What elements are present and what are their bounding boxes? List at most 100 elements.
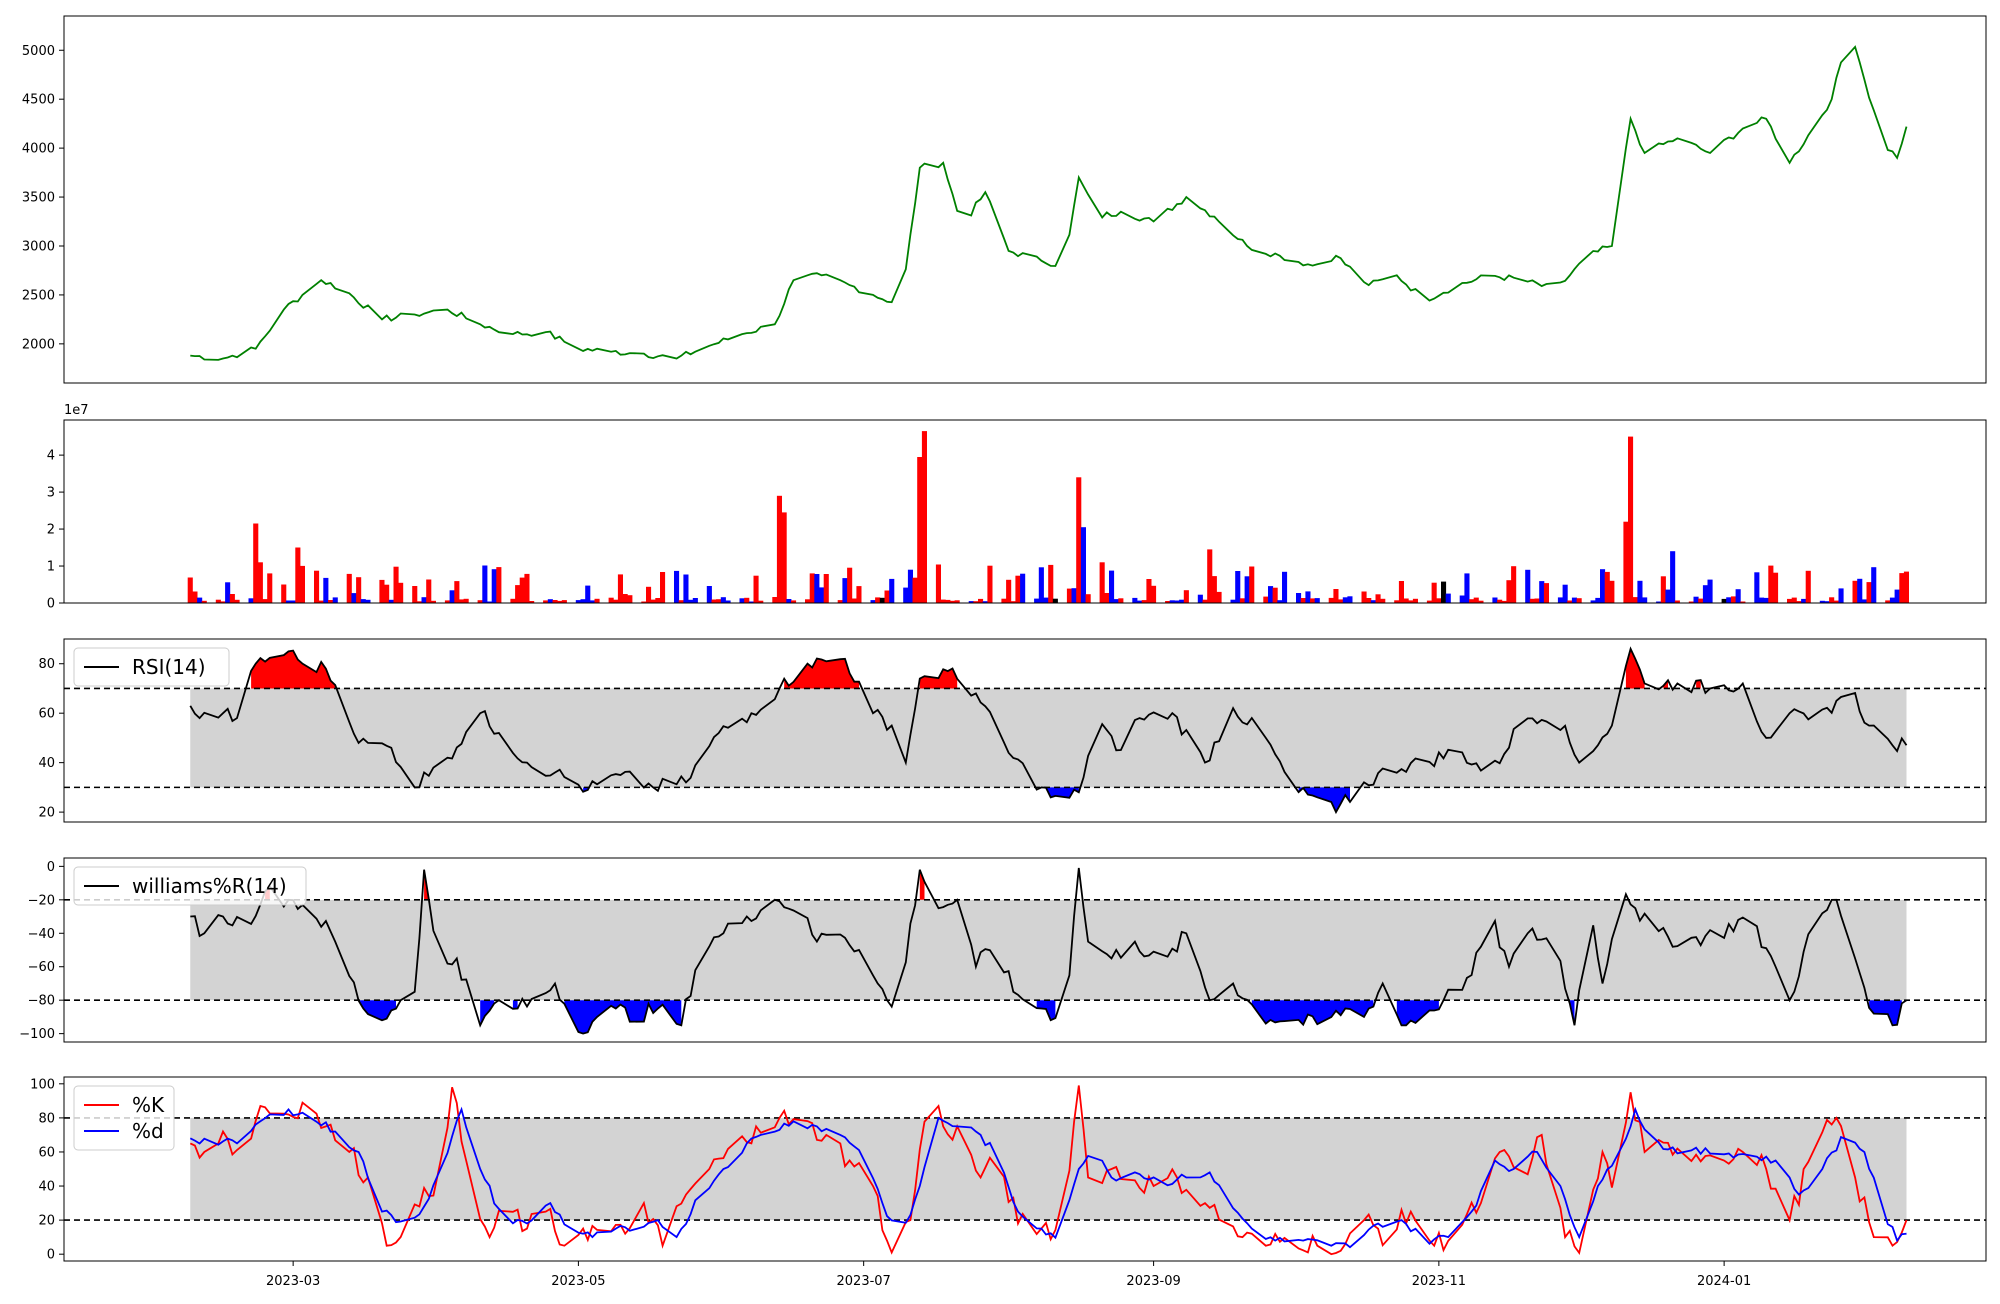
volume-bar — [487, 601, 493, 603]
volume-bar — [1272, 587, 1278, 603]
stochastic-ytick-label: 20 — [38, 1214, 55, 1229]
volume-bar — [1296, 593, 1302, 603]
volume-bar — [1801, 598, 1807, 603]
volume-bar — [856, 586, 862, 603]
volume-bar — [879, 597, 885, 603]
volume-bar — [683, 574, 689, 603]
price-line — [190, 45, 1908, 361]
volume-bar — [973, 601, 979, 603]
stochastic-ytick-label: 80 — [38, 1111, 55, 1126]
volume-bar — [1230, 599, 1236, 603]
volume-bar — [1567, 600, 1573, 603]
rsi-ytick-label: 60 — [38, 707, 55, 722]
williams-legend-box — [73, 866, 307, 906]
williams-neutral-band — [190, 899, 1907, 1001]
volume-bar — [1726, 597, 1732, 603]
volume-bar — [1174, 600, 1180, 603]
volume-bar — [1179, 599, 1185, 603]
volume-bar — [720, 597, 726, 603]
volume-bar — [1829, 597, 1835, 603]
stochastic-legend-box — [73, 1085, 175, 1151]
volume-ytick-label: 3 — [47, 486, 55, 501]
volume-bar — [1557, 597, 1563, 603]
volume-bar — [1300, 598, 1306, 603]
stochastic-axes: 0 20 40 60 80 100 2023-03 2023-05 2023-07 2023-09… — [30, 1077, 1751, 1289]
volume-bar — [285, 600, 291, 603]
stochastic-ytick-label: 0 — [47, 1248, 55, 1263]
volume-bar — [426, 579, 432, 603]
volume-bar — [356, 577, 362, 603]
stochastic-ytick-label: 60 — [38, 1145, 55, 1160]
williams-axes: −100 −80 −60 −40 −20 0 — [19, 860, 64, 1042]
rsi-line — [189, 646, 1908, 815]
volume-bar — [1478, 600, 1484, 603]
volume-bar — [650, 599, 656, 603]
x-tick-label: 2023-11 — [1412, 1274, 1466, 1289]
rsi-panel: 20 40 60 80 RSI(14) — [38, 638, 1987, 823]
volume-bar — [1020, 573, 1026, 603]
williams-frame — [63, 857, 1987, 1043]
volume-bar — [1141, 600, 1147, 603]
price-ytick-label: 2500 — [22, 288, 55, 303]
volume-bar — [477, 600, 483, 603]
volume-bar — [1268, 586, 1274, 603]
volume-bar — [1459, 595, 1465, 603]
volume-bar — [1861, 599, 1867, 603]
volume-bar — [1693, 596, 1699, 603]
volume-bar — [1600, 569, 1606, 603]
volume-bar — [917, 457, 923, 603]
volume-bar — [1595, 597, 1601, 603]
rsi-overbought-fill — [1696, 680, 1701, 689]
volume-bar — [1576, 598, 1582, 603]
volume-bar — [1282, 571, 1288, 603]
volume-bar — [772, 597, 778, 603]
volume-offset-label: 1e7 — [64, 403, 89, 418]
volume-bar — [515, 585, 521, 603]
volume-bar — [215, 599, 221, 603]
volume-bar — [201, 600, 207, 603]
volume-bar — [351, 593, 357, 603]
volume-bar — [851, 598, 857, 603]
volume-bar — [393, 566, 399, 603]
volume-bar — [421, 597, 427, 603]
volume-bar — [950, 600, 956, 603]
volume-bar — [823, 574, 829, 603]
volume-bar — [1338, 599, 1344, 603]
volume-bar — [1277, 600, 1283, 603]
volume-bar — [1048, 564, 1054, 603]
volume-bar — [1347, 596, 1353, 603]
volume-bar — [229, 594, 235, 603]
price-ytick-label: 5000 — [22, 44, 55, 59]
volume-bar — [543, 600, 549, 603]
volume-bar — [1132, 597, 1138, 603]
volume-bar — [1721, 598, 1727, 603]
volume-bar — [1511, 566, 1517, 603]
volume-bar — [1015, 575, 1021, 603]
volume-bar — [318, 600, 324, 603]
volume-bar — [557, 600, 563, 603]
rsi-ytick-label: 80 — [38, 657, 55, 672]
stochastic-d-line — [189, 1106, 1907, 1249]
volume-bar — [529, 601, 535, 603]
volume-bar — [1754, 572, 1760, 603]
volume-bar — [1768, 565, 1774, 603]
volume-bar — [1412, 598, 1418, 603]
rsi-neutral-band — [190, 688, 1907, 788]
volume-bar — [912, 577, 918, 603]
volume-plot-area — [187, 431, 1909, 603]
volume-bar — [1707, 579, 1713, 603]
rsi-legend: RSI(14) — [73, 647, 230, 687]
williams-oversold-fill — [1396, 1000, 1439, 1026]
williams-oversold-fill — [512, 1000, 518, 1009]
x-tick-label: 2023-07 — [837, 1274, 891, 1289]
volume-bar — [1759, 597, 1765, 603]
volume-axes: 0 1 2 3 4 1e7 — [47, 403, 89, 612]
volume-bar — [346, 573, 352, 603]
volume-bar — [655, 598, 661, 603]
rsi-overbought-fill — [251, 650, 336, 689]
volume-bar — [1525, 569, 1531, 603]
williams-ytick-label: −20 — [28, 893, 55, 908]
volume-bar — [281, 584, 287, 603]
volume-bar — [870, 600, 876, 603]
volume-bar — [398, 582, 404, 603]
